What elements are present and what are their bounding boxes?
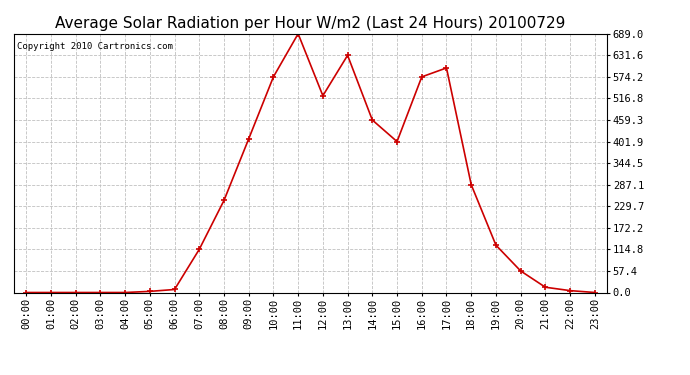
Text: Copyright 2010 Cartronics.com: Copyright 2010 Cartronics.com bbox=[17, 42, 172, 51]
Title: Average Solar Radiation per Hour W/m2 (Last 24 Hours) 20100729: Average Solar Radiation per Hour W/m2 (L… bbox=[55, 16, 566, 31]
